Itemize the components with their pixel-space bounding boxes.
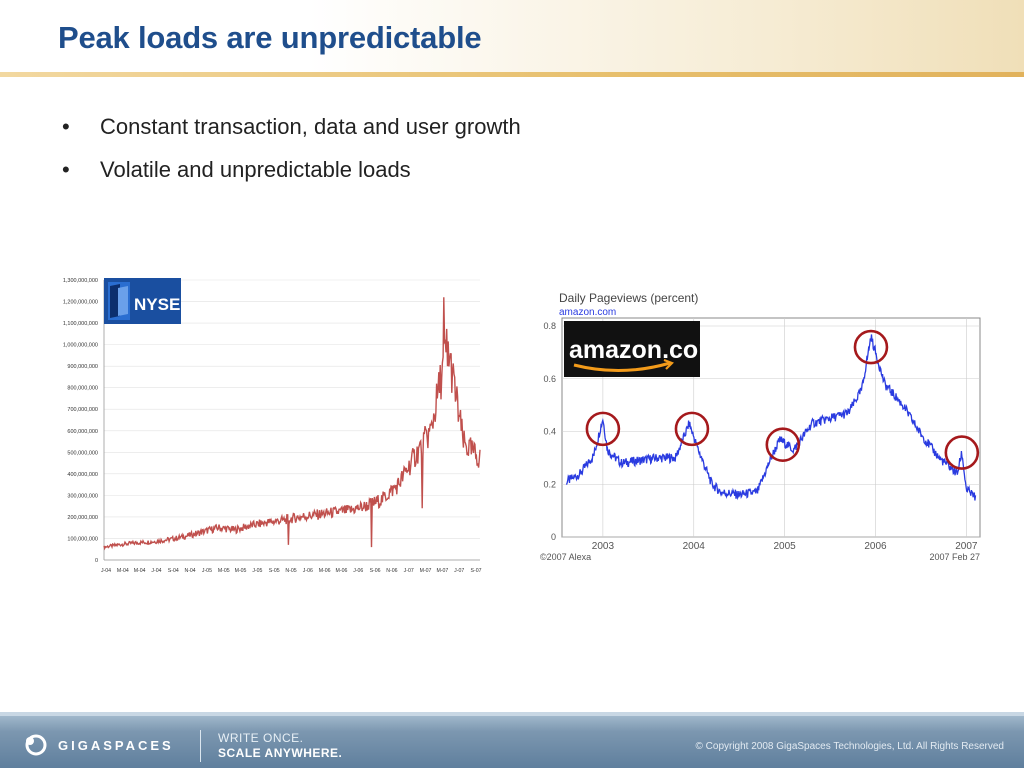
nyse-y-tick-label: 700,000,000 [67,407,98,413]
peak-circle [585,411,621,447]
bullet-dot-icon: • [62,114,70,139]
nyse-y-tick-label: 0 [95,558,98,564]
nyse-grid [103,279,480,561]
footer-highlight [0,712,1024,716]
nyse-volume-line [103,297,481,551]
alexa-y-tick-label: 0.6 [543,374,556,384]
alexa-y-tick-label: 0 [551,532,556,542]
alexa-y-tick-label: 0.8 [543,321,556,331]
nyse-x-ticks: J-04 M-04 M-04 J-04 S-04 N-04 J-05 M-05 M-05 J-05… [101,568,482,574]
nyse-y-tick-label: 400,000,000 [67,472,98,478]
nyse-x-tick-label: J-05 [202,568,212,574]
nyse-y-ticks: 0 100,000,000 200,000,000 300,000,000 400,00… [63,278,98,564]
nyse-y-tick-label: 200,000,000 [67,515,98,521]
nyse-x-tick-label: J-06 [353,568,363,574]
nyse-x-tick-label: M-07 [436,568,448,574]
nyse-y-tick-label: 600,000,000 [67,429,98,435]
alexa-date-label: 2007 Feb 27 [929,552,980,562]
peak-circle [853,329,889,365]
header-band [0,0,1024,76]
nyse-x-tick-label: N-04 [184,568,195,574]
amazon-logo: amazon.com [564,321,720,377]
nyse-logo: NYSE [104,278,181,324]
alexa-copyright: ©2007 Alexa [540,552,591,562]
nyse-y-tick-label: 500,000,000 [67,450,98,456]
nyse-x-tick-label: J-06 [303,568,313,574]
gigaspaces-logo-icon [25,734,47,756]
copyright-notice: © Copyright 2008 GigaSpaces Technologies… [695,741,1004,752]
brand-name: GIGASPACES [58,738,174,753]
nyse-volume-chart: 0 100,000,000 200,000,000 300,000,000 400,00… [63,278,482,574]
amazon-logo-text: amazon.com [569,336,720,364]
peak-highlight-circles [585,329,980,470]
nyse-x-tick-label: J-07 [404,568,414,574]
alexa-x-tick-label: 2003 [592,541,615,552]
bullet-item: • Volatile and unpredictable loads [62,155,521,198]
nyse-y-tick-label: 1,000,000,000 [63,343,98,349]
alexa-y-tick-label: 0.2 [543,479,556,489]
amazon-pageviews-chart: Daily Pageviews (percent) amazon.com 0 0.… [540,291,981,562]
footer-divider [200,730,201,762]
nyse-x-tick-label: M-04 [117,568,129,574]
nyse-x-tick-label: S-06 [370,568,381,574]
nyse-y-tick-label: 800,000,000 [67,386,98,392]
alexa-x-tick-label: 2005 [774,541,797,552]
bullet-text: Volatile and unpredictable loads [100,157,411,182]
bullet-list: • Constant transaction, data and user gro… [62,112,521,198]
slogan-line-1: WRITE ONCE. [218,731,304,745]
nyse-y-tick-label: 1,200,000,000 [63,300,98,306]
nyse-y-tick-label: 100,000,000 [67,536,98,542]
slide-title: Peak loads are unpredictable [58,20,482,55]
slogan-line-2: SCALE ANYWHERE. [218,746,343,760]
nyse-logo-text: NYSE [134,295,180,314]
peak-circle [674,411,710,447]
nyse-x-tick-label: S-04 [168,568,179,574]
nyse-y-tick-label: 1,100,000,000 [63,321,98,327]
nyse-x-tick-label: J-04 [101,568,111,574]
nyse-y-tick-label: 1,300,000,000 [63,278,98,284]
bullet-dot-icon: • [62,157,70,182]
nyse-y-tick-label: 300,000,000 [67,493,98,499]
nyse-x-tick-label: N-06 [386,568,397,574]
header-rule [0,72,1024,77]
bullet-text: Constant transaction, data and user grow… [100,114,521,139]
footer-bar [0,712,1024,768]
nyse-x-tick-label: M-06 [319,568,331,574]
nyse-x-tick-label: J-05 [252,568,262,574]
nyse-x-tick-label: M-07 [420,568,432,574]
alexa-y-ticks: 0 0.2 0.4 0.6 0.8 [543,321,556,542]
peak-circle [765,427,801,462]
nyse-x-tick-label: M-05 [218,568,230,574]
nyse-x-tick-label: S-05 [269,568,280,574]
nyse-x-tick-label: J-04 [151,568,161,574]
bullet-item: • Constant transaction, data and user gro… [62,112,521,155]
alexa-site-label: amazon.com [559,307,616,318]
nyse-x-tick-label: S-07 [471,568,482,574]
alexa-x-ticks: 2003 2004 2005 2006 2007 [592,541,978,552]
alexa-x-tick-label: 2004 [683,541,706,552]
alexa-x-tick-label: 2006 [864,541,887,552]
alexa-x-tick-label: 2007 [955,541,978,552]
peak-circle [944,435,980,470]
nyse-x-tick-label: M-06 [336,568,348,574]
alexa-y-tick-label: 0.4 [543,427,556,437]
alexa-chart-title: Daily Pageviews (percent) [559,291,698,305]
nyse-y-tick-label: 900,000,000 [67,364,98,370]
nyse-x-tick-label: M-04 [134,568,146,574]
nyse-x-tick-label: M-05 [235,568,247,574]
nyse-x-tick-label: N-05 [285,568,296,574]
nyse-x-tick-label: J-07 [454,568,464,574]
